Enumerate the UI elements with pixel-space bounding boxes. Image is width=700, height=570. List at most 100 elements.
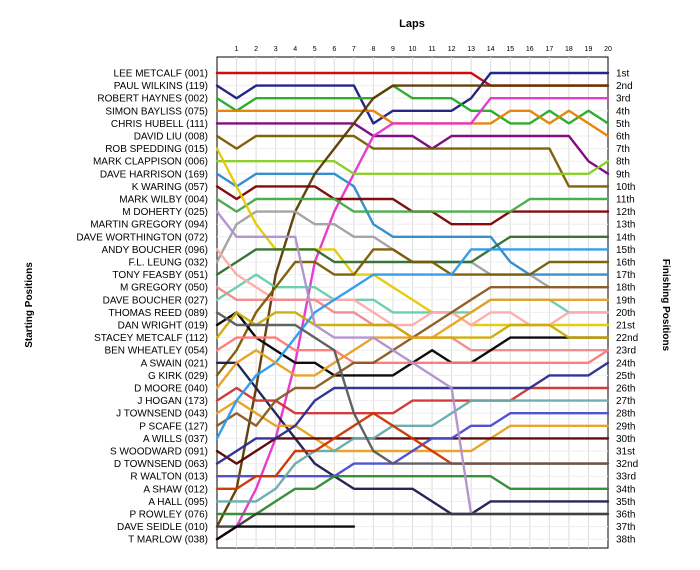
driver-label: THOMAS REED (089)	[109, 308, 208, 319]
driver-label: BEN WHEATLEY (054)	[104, 346, 208, 357]
x-tick-label: 6	[332, 46, 336, 53]
finishing-position-label: 18th	[616, 283, 635, 294]
finishing-position-label: 4th	[616, 106, 630, 117]
finishing-position-label: 8th	[616, 157, 630, 168]
finishing-position-label: 22nd	[616, 333, 638, 344]
finishing-position-label: 10th	[616, 182, 635, 193]
series-line-12	[215, 197, 610, 213]
finishing-position-label: 19th	[616, 295, 635, 306]
y-axis-label-left: Starting Positions	[24, 262, 35, 348]
driver-label: STACEY METCALF (112)	[94, 333, 208, 344]
finishing-position-label: 11th	[616, 195, 635, 206]
driver-label: A SHAW (012)	[143, 484, 208, 495]
finishing-position-label: 16th	[616, 258, 635, 269]
driver-label: F.L. LEUNG (032)	[129, 258, 208, 269]
y-axis-label-right: Finishing Positions	[660, 259, 671, 352]
finishing-position-label: 23rd	[616, 346, 636, 357]
series-line-8	[215, 96, 610, 541]
driver-label: SIMON BAYLISS (075)	[105, 106, 208, 117]
finishing-position-label: 1st	[616, 69, 630, 80]
driver-label: A HALL (095)	[148, 497, 208, 508]
x-tick-label: 10	[409, 46, 417, 53]
finishing-position-label: 15th	[616, 245, 635, 256]
driver-label: R WALTON (013)	[130, 472, 208, 483]
x-tick-label: 8	[371, 46, 375, 53]
driver-labels: LEE METCALF (001)PAUL WILKINS (119) ROBER…	[76, 69, 208, 546]
series-line-6	[215, 134, 610, 188]
series-lines	[215, 71, 610, 541]
series-line-32	[215, 399, 610, 503]
series-line-38	[215, 525, 356, 541]
finishing-position-label: 32nd	[616, 459, 638, 470]
x-tick-label: 1	[235, 46, 239, 53]
finishing-position-label: 34th	[616, 484, 635, 495]
driver-label: ROBERT HAYNES (002)	[97, 94, 208, 105]
driver-label: G KIRK (029)	[148, 371, 208, 382]
driver-label: D MOORE (040)	[134, 384, 208, 395]
finishing-position-label: 12th	[616, 207, 635, 218]
x-tick-label: 15	[506, 46, 514, 53]
series-line-30	[215, 298, 610, 390]
driver-label: CHRIS HUBELL (111)	[111, 119, 208, 130]
series-line-24	[215, 386, 610, 415]
finishing-position-label: 37th	[616, 522, 635, 533]
series-line-2	[215, 71, 610, 125]
driver-label: DAVID LIU (008)	[134, 132, 208, 143]
x-tick-label: 17	[545, 46, 553, 53]
driver-label: DAVE WORTHINGTON (072)	[76, 232, 208, 243]
x-tick-label: 16	[526, 46, 534, 53]
driver-label: M DOHERTY (025)	[122, 207, 208, 218]
series-line-9	[215, 159, 610, 176]
driver-label: TONY FEASBY (051)	[112, 270, 208, 281]
x-tick-label: 14	[487, 46, 495, 53]
x-tick-label: 4	[293, 46, 297, 53]
finishing-position-label: 28th	[616, 409, 635, 420]
finishing-position-label: 6th	[616, 132, 630, 143]
finishing-position-label: 27th	[616, 396, 635, 407]
driver-label: S WOODWARD (091)	[110, 447, 208, 458]
driver-label: DAVE SEIDLE (010)	[117, 522, 208, 533]
finishing-position-label: 31st	[616, 447, 635, 458]
driver-label: ROB SPEDDING (015)	[105, 144, 208, 155]
finishing-position-label: 14th	[616, 232, 635, 243]
finishing-position-label: 5th	[616, 119, 630, 130]
x-tick-label: 5	[313, 46, 317, 53]
series-line-31	[215, 412, 610, 478]
driver-label: DAN WRIGHT (019)	[118, 321, 208, 332]
series-line-29	[215, 361, 610, 465]
driver-label: MARK WILBY (004)	[119, 195, 208, 206]
finishing-position-label: 29th	[616, 421, 635, 432]
x-tick-label: 9	[391, 46, 395, 53]
series-line-37	[215, 512, 610, 528]
finishing-position-label: 25th	[616, 371, 635, 382]
finishing-position-label: 21st	[616, 321, 635, 332]
series-line-5	[215, 122, 610, 176]
driver-label: DAVE BOUCHER (027)	[103, 295, 208, 306]
x-tick-label: 12	[448, 46, 456, 53]
finishing-position-label: 3rd	[616, 94, 630, 105]
driver-label: A WILLS (037)	[143, 434, 208, 445]
driver-label: D TOWNSEND (063)	[114, 459, 208, 470]
finishing-position-label: 26th	[616, 384, 635, 395]
driver-label: DAVE HARRISON (169)	[100, 169, 208, 180]
finishing-position-label: 17th	[616, 270, 635, 281]
series-line-34	[215, 475, 610, 516]
x-tick-label: 2	[254, 46, 258, 53]
series-line-19	[215, 248, 610, 377]
series-line-3	[215, 84, 610, 125]
series-line-10	[215, 84, 610, 528]
driver-label: P SCAFE (127)	[139, 421, 208, 432]
driver-label: MARK CLAPPISON (006)	[93, 157, 208, 168]
finishing-position-label: 9th	[616, 169, 630, 180]
series-line-23	[215, 361, 610, 516]
driver-label: P ROWLEY (076)	[129, 510, 208, 521]
x-tick-label: 18	[565, 46, 573, 53]
series-line-35	[215, 311, 610, 465]
chart-title: Laps	[399, 18, 425, 30]
finishing-position-label: 30th	[616, 434, 635, 445]
driver-label: K WARING (057)	[132, 182, 208, 193]
driver-label: M GREGORY (050)	[120, 283, 208, 294]
finishing-position-label: 7th	[616, 144, 630, 155]
